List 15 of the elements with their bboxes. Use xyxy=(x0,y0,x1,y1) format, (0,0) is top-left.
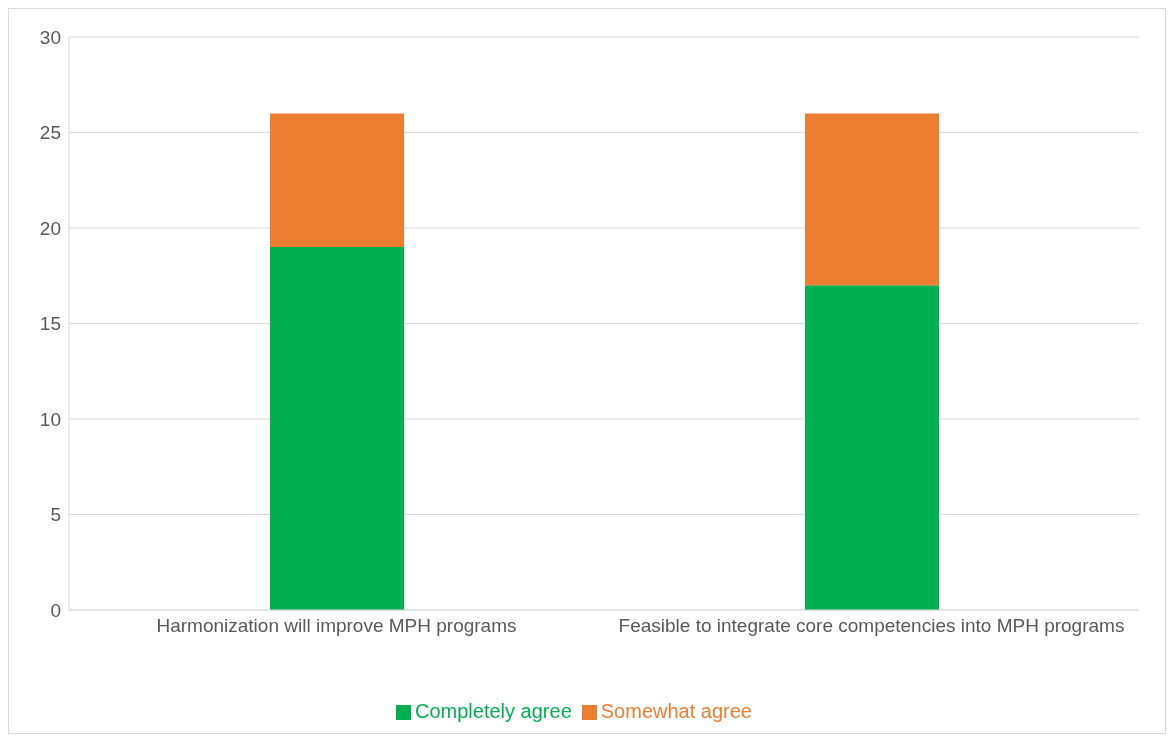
y-tick-label: 10 xyxy=(39,408,61,430)
y-tick-label: 20 xyxy=(39,217,61,239)
legend-label: Somewhat agree xyxy=(600,700,752,722)
x-tick-label: Feasible to integrate core competencies into MPH programs xyxy=(618,615,1125,636)
x-tick-label: Harmonization will improve MPH programs xyxy=(156,615,517,636)
bar xyxy=(270,247,404,610)
y-tick-label: 15 xyxy=(39,313,61,335)
bar xyxy=(270,113,404,248)
y-tick-label: 0 xyxy=(50,599,61,621)
y-tick-label: 25 xyxy=(39,122,61,144)
bar xyxy=(805,113,939,286)
bar xyxy=(805,285,939,610)
y-tick-label: 30 xyxy=(39,26,61,48)
y-tick-label: 5 xyxy=(50,504,61,526)
legend-label: Completely agree xyxy=(415,700,572,722)
